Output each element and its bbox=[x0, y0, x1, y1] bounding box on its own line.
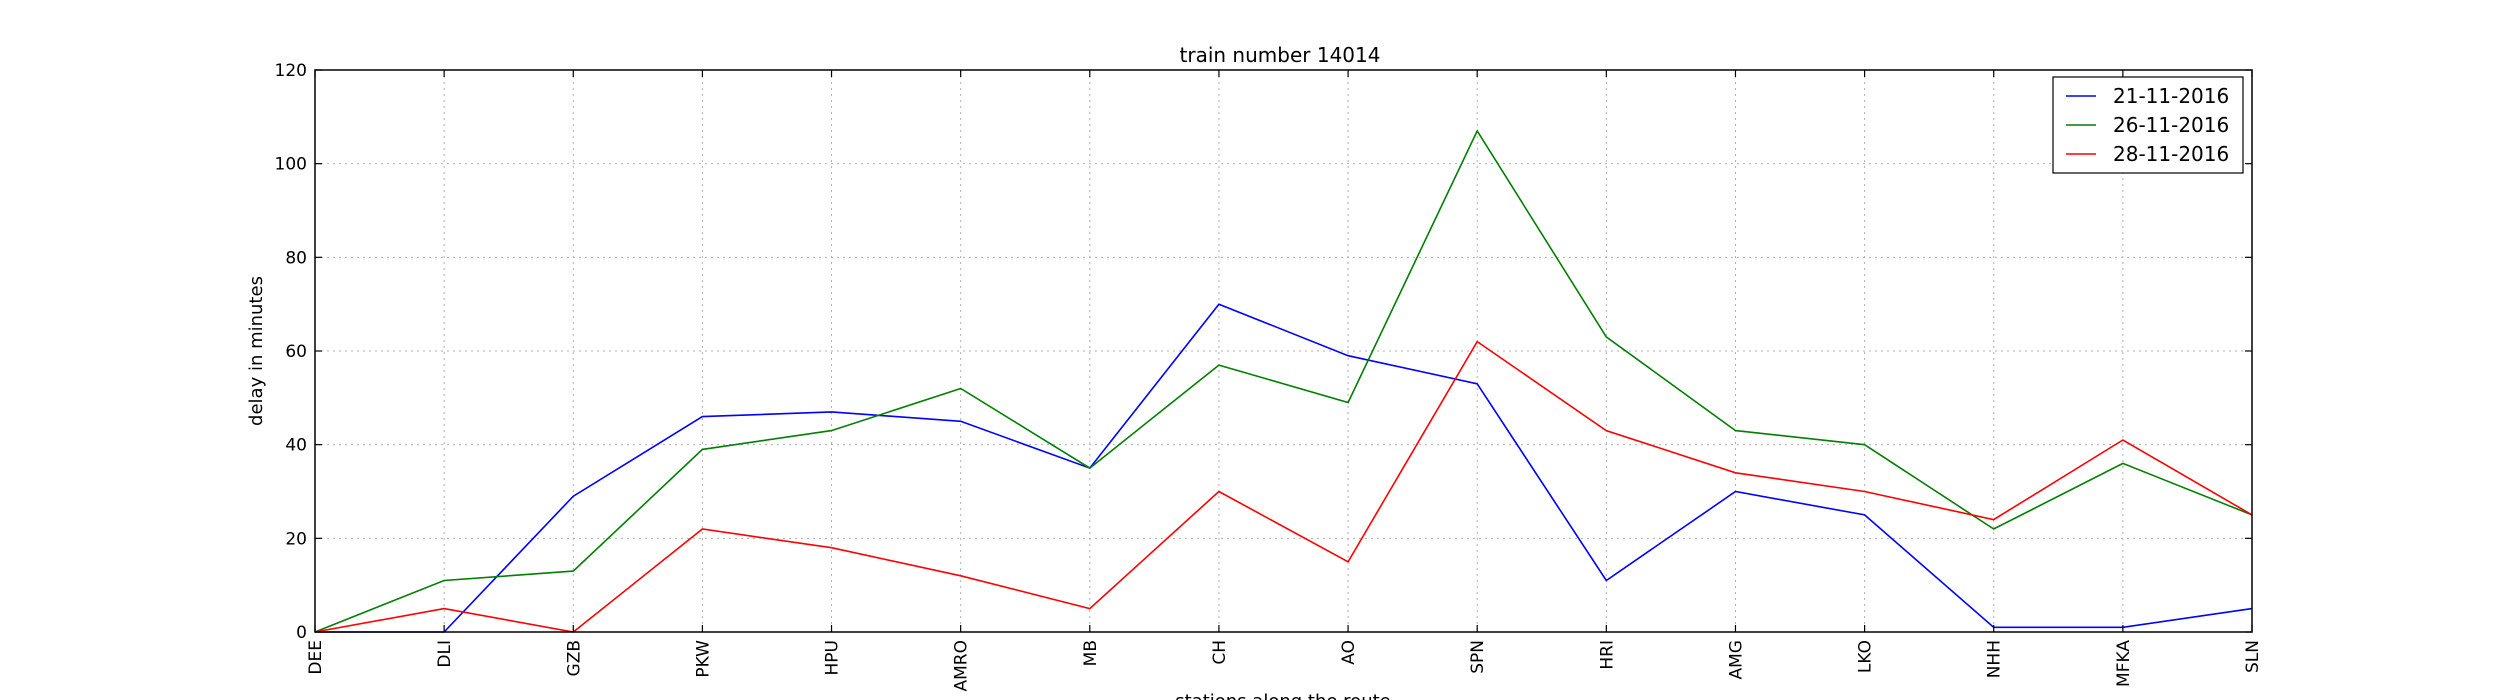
series-line-28-11-2016 bbox=[314, 340, 2253, 633]
x-tick-label-dee: DEE bbox=[306, 640, 326, 675]
chart-title: train number 14014 bbox=[1180, 43, 1381, 67]
legend-label: 26-11-2016 bbox=[2113, 113, 2229, 137]
grid bbox=[314, 69, 2253, 633]
x-tick-label-gzb: GZB bbox=[564, 640, 584, 676]
x-tick-label-mb: MB bbox=[1081, 640, 1101, 666]
x-tick-label-spn: SPN bbox=[1468, 640, 1488, 674]
x-tick-label-ch: CH bbox=[1210, 640, 1230, 665]
y-axis-ticks: 0 20 40 60 80 100 120 bbox=[275, 61, 2252, 643]
x-axis-ticks: DEE DLI GZB PKW HPU AMRO MB CH AO SPN HRI AMG LKO NHH… bbox=[306, 70, 2263, 692]
x-tick-label-amg: AMG bbox=[1726, 640, 1746, 679]
y-axis-label: delay in minutes bbox=[246, 276, 267, 426]
x-tick-label-hpu: HPU bbox=[823, 640, 843, 675]
legend: 21-11-2016 26-11-2016 28-11-2016 bbox=[2052, 76, 2244, 174]
legend-label: 21-11-2016 bbox=[2113, 84, 2229, 108]
x-tick-label-pkw: PKW bbox=[693, 640, 713, 678]
x-tick-label-dli: DLI bbox=[435, 640, 455, 668]
plot-frame bbox=[314, 69, 2253, 633]
series-line-21-11-2016 bbox=[315, 303, 2253, 633]
x-tick-label-hri: HRI bbox=[1597, 640, 1617, 670]
y-tick-label: 40 bbox=[285, 436, 307, 456]
y-tick-label: 20 bbox=[285, 529, 307, 549]
series-lines bbox=[314, 129, 2253, 633]
series-line-26-11-2016 bbox=[314, 129, 2253, 633]
y-tick-label: 120 bbox=[275, 61, 307, 81]
x-tick-label-mfka: MFKA bbox=[2114, 640, 2134, 687]
legend-label: 28-11-2016 bbox=[2113, 142, 2229, 166]
x-axis-label: stations along the route bbox=[1175, 691, 1390, 700]
x-tick-label-lko: LKO bbox=[1856, 640, 1876, 673]
x-tick-label-nhh: NHH bbox=[1985, 640, 2005, 678]
y-tick-label: 0 bbox=[296, 623, 307, 643]
x-tick-label-amro: AMRO bbox=[952, 640, 972, 692]
x-tick-label-sln: SLN bbox=[2243, 640, 2263, 673]
y-tick-label: 60 bbox=[285, 342, 307, 362]
x-tick-label-ao: AO bbox=[1339, 640, 1359, 665]
y-tick-label: 80 bbox=[285, 248, 307, 268]
y-tick-label: 100 bbox=[275, 155, 307, 175]
